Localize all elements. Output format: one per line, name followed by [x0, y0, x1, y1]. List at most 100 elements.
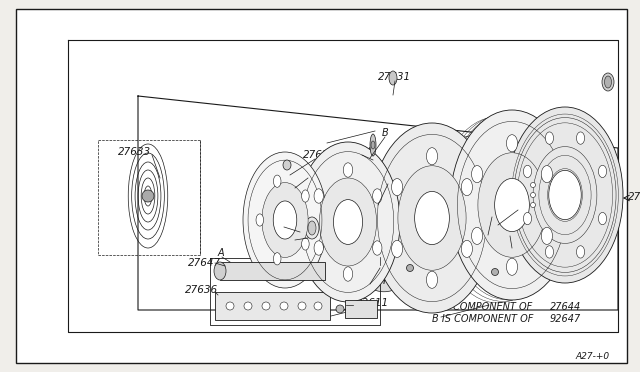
- Text: A: A: [375, 248, 381, 258]
- Text: B: B: [488, 208, 495, 218]
- FancyBboxPatch shape: [345, 300, 377, 318]
- Text: 92611: 92611: [356, 298, 389, 308]
- Text: A: A: [218, 248, 225, 258]
- Ellipse shape: [343, 267, 353, 281]
- Ellipse shape: [461, 240, 472, 257]
- Text: 27641: 27641: [368, 175, 401, 185]
- Ellipse shape: [577, 246, 584, 258]
- Ellipse shape: [598, 212, 607, 225]
- Text: 27660M: 27660M: [345, 276, 387, 286]
- Text: A IS COMPONENT OF: A IS COMPONENT OF: [432, 302, 533, 312]
- Ellipse shape: [507, 107, 623, 283]
- Ellipse shape: [531, 202, 536, 208]
- Text: 92715: 92715: [278, 232, 311, 242]
- Ellipse shape: [392, 179, 403, 196]
- Ellipse shape: [533, 147, 597, 243]
- Text: 27660M: 27660M: [495, 202, 537, 212]
- Ellipse shape: [398, 166, 466, 270]
- Ellipse shape: [314, 189, 323, 203]
- Ellipse shape: [336, 305, 344, 313]
- Text: NOTE:: NOTE:: [432, 288, 462, 298]
- Ellipse shape: [426, 271, 438, 288]
- Ellipse shape: [280, 302, 288, 310]
- Ellipse shape: [426, 148, 438, 165]
- Ellipse shape: [370, 123, 494, 313]
- Ellipse shape: [478, 153, 546, 257]
- Text: A: A: [365, 168, 372, 178]
- Ellipse shape: [545, 132, 554, 144]
- Text: 27642: 27642: [508, 248, 541, 258]
- Text: 27638: 27638: [418, 268, 451, 278]
- Ellipse shape: [450, 110, 574, 300]
- Text: 27630: 27630: [628, 192, 640, 202]
- Ellipse shape: [541, 227, 552, 244]
- Ellipse shape: [262, 302, 270, 310]
- Text: 92725: 92725: [342, 147, 375, 157]
- Ellipse shape: [372, 241, 382, 255]
- Ellipse shape: [524, 165, 532, 177]
- Ellipse shape: [314, 241, 323, 255]
- Ellipse shape: [283, 160, 291, 170]
- Ellipse shape: [492, 269, 499, 276]
- Ellipse shape: [577, 132, 584, 144]
- Ellipse shape: [461, 179, 472, 196]
- Ellipse shape: [226, 302, 234, 310]
- Ellipse shape: [406, 264, 413, 272]
- Text: 27631: 27631: [378, 72, 411, 82]
- Ellipse shape: [531, 183, 536, 187]
- Ellipse shape: [531, 192, 536, 198]
- Ellipse shape: [273, 253, 281, 265]
- Text: A: A: [303, 170, 310, 180]
- Text: B: B: [382, 128, 388, 138]
- Ellipse shape: [214, 262, 226, 280]
- Ellipse shape: [548, 170, 581, 219]
- Ellipse shape: [308, 221, 316, 235]
- Ellipse shape: [333, 200, 362, 244]
- Ellipse shape: [319, 178, 376, 266]
- Ellipse shape: [262, 183, 308, 257]
- Ellipse shape: [605, 76, 611, 88]
- Text: 27635: 27635: [303, 150, 336, 160]
- Ellipse shape: [392, 240, 403, 257]
- Text: 92655: 92655: [496, 228, 529, 238]
- FancyBboxPatch shape: [215, 292, 330, 320]
- FancyBboxPatch shape: [526, 175, 541, 215]
- Ellipse shape: [142, 190, 154, 202]
- Ellipse shape: [343, 163, 353, 177]
- Ellipse shape: [243, 152, 327, 288]
- Ellipse shape: [256, 214, 264, 226]
- Ellipse shape: [273, 175, 281, 187]
- Ellipse shape: [372, 189, 382, 203]
- Text: A: A: [455, 260, 461, 270]
- Text: 27647: 27647: [188, 258, 221, 268]
- Ellipse shape: [472, 227, 483, 244]
- Ellipse shape: [602, 73, 614, 91]
- Ellipse shape: [472, 166, 483, 183]
- Ellipse shape: [305, 217, 319, 239]
- Ellipse shape: [506, 135, 518, 152]
- Ellipse shape: [298, 302, 306, 310]
- Ellipse shape: [296, 142, 400, 302]
- Ellipse shape: [506, 258, 518, 275]
- Ellipse shape: [545, 246, 554, 258]
- Ellipse shape: [301, 190, 309, 202]
- Ellipse shape: [301, 238, 309, 250]
- Text: 27636: 27636: [185, 285, 218, 295]
- Ellipse shape: [495, 179, 529, 232]
- Ellipse shape: [273, 201, 297, 239]
- Ellipse shape: [389, 71, 397, 85]
- Ellipse shape: [314, 302, 322, 310]
- Ellipse shape: [524, 212, 532, 225]
- Ellipse shape: [598, 165, 607, 177]
- Ellipse shape: [415, 192, 449, 245]
- Ellipse shape: [541, 166, 552, 183]
- FancyBboxPatch shape: [16, 9, 627, 363]
- Ellipse shape: [371, 141, 375, 149]
- Text: 27644: 27644: [550, 302, 581, 312]
- Ellipse shape: [344, 168, 424, 292]
- Text: 27633: 27633: [118, 147, 151, 157]
- Text: 92647: 92647: [550, 314, 581, 324]
- FancyBboxPatch shape: [220, 262, 325, 280]
- Text: B: B: [280, 218, 287, 228]
- Text: B IS COMPONENT OF: B IS COMPONENT OF: [432, 314, 533, 324]
